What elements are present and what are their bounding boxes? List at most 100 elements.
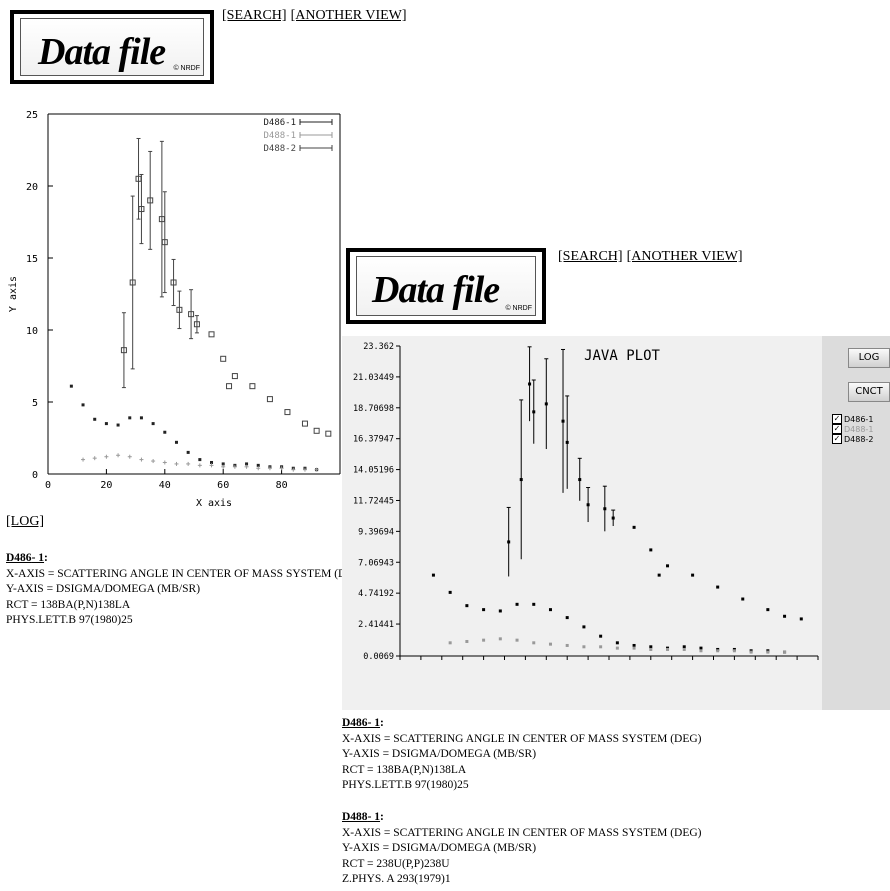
data-point [313,427,320,434]
data-point [565,440,569,444]
data-point [749,650,753,654]
data-point [548,642,552,646]
x-tick-label: 40 [159,480,171,491]
data-point [666,564,670,568]
data-point [221,462,225,466]
data-point [231,373,238,380]
dataset-colon: : [44,552,48,564]
data-point [565,643,569,647]
data-point [465,604,469,608]
data-point [325,430,332,437]
another-view-link-2[interactable]: [ANOTHER VIEW] [626,249,743,264]
dataset-suffix[interactable]: - 1 [367,811,381,823]
data-point [561,419,565,423]
data-point [198,458,202,462]
data-point [176,306,183,313]
data-point [431,573,435,577]
another-view-link[interactable]: [ANOTHER VIEW] [290,8,407,23]
data-point [599,634,603,638]
data-point [649,548,653,552]
legend-label: D488-2 [263,144,296,154]
data-point [507,540,511,544]
series-toggle-d486-1[interactable]: ✓ D486-1 [832,414,873,424]
x-tick-label: 0 [45,480,51,491]
data-point [649,647,653,651]
log-button[interactable]: LOG [848,348,890,368]
dataset-suffix[interactable]: - 1 [31,552,45,564]
data-point [544,402,548,406]
search-link[interactable]: [SEARCH] [222,8,287,23]
x-axis-desc: X-AXIS = SCATTERING ANGLE IN CENTER OF M… [342,732,702,745]
data-point [482,638,486,642]
logo-frame-2 [356,256,536,316]
logo-word: Data file [38,31,166,73]
plot2-dataset-info-1: D486- 1: X-AXIS = SCATTERING ANGLE IN CE… [342,716,890,794]
data-point [699,649,703,653]
data-point [498,637,502,641]
series-toggle-d488-1[interactable]: ✓ D488-1 [832,424,873,434]
series-toggle-d488-2[interactable]: ✓ D488-2 [832,434,873,444]
data-point [208,331,215,338]
data-point [615,646,619,650]
data-point [666,647,670,651]
series-label: D486-1 [844,414,874,424]
data-point [120,347,127,354]
nav-links: [SEARCH] [ANOTHER VIEW] [222,8,411,24]
data-point [186,450,190,454]
data-point [682,647,686,651]
x-axis-desc: X-AXIS = SCATTERING ANGLE IN CENTER OF M… [342,826,702,839]
data-point [783,614,787,618]
y-tick-label: 2.41441 [358,620,394,630]
data-point [249,383,256,390]
series-label: D488-2 [844,434,874,444]
data-point [448,641,452,645]
connect-button[interactable]: CNCT [848,382,890,402]
data-point [301,420,308,427]
dataset-link[interactable]: D488 [342,811,368,823]
data-point [81,403,85,407]
search-link-2[interactable]: [SEARCH] [558,249,623,264]
y-axis-desc: Y-AXIS = DSIGMA/DOMEGA (MB/SR) [6,583,201,595]
logo-mark: © NRDF [173,65,200,72]
dataset-link[interactable]: D486 [342,717,368,729]
reference-desc: PHYS.LETT.B 97(1980)25 [342,779,469,791]
data-point [586,503,590,507]
checkbox-check-icon[interactable]: ✓ [832,414,842,424]
data-point [657,573,661,577]
y-tick-label: 18.70698 [353,404,394,414]
data-point [582,645,586,649]
data-point [732,649,736,653]
data-point [691,573,695,577]
y-tick-label: 20 [26,182,38,193]
data-point [649,645,653,649]
y-tick-label: 10 [26,326,38,337]
data-point [138,206,145,213]
legend-label: D488-1 [263,131,296,141]
data-point [161,239,168,246]
series-toggle-legend: ✓ D486-1 ✓ D488-1 ✓ D488-2 [832,414,873,444]
data-point [482,608,486,612]
data-point [766,650,770,654]
y-tick-label: 0 [32,470,38,481]
plot1-dataset-info: D486- 1: X-AXIS = SCATTERING ANGLE IN CE… [6,551,342,629]
plot2-chart: JAVA PLOT 23.362 21.03449 18.70698 16.37947 1… [353,342,819,662]
checkbox-check-icon[interactable]: ✓ [832,424,842,434]
data-point [139,416,143,420]
nav-links-2: [SEARCH] [ANOTHER VIEW] [558,249,747,265]
data-point [582,625,586,629]
y-tick-label: 5 [32,398,38,409]
dataset-suffix[interactable]: - 1 [367,717,381,729]
reaction-desc: RCT = 138BA(P,N)138LA [342,763,467,776]
data-point [129,279,136,286]
logo-word-2: Data file [372,269,500,311]
data-point [615,641,619,645]
checkbox-check-icon[interactable]: ✓ [832,434,842,444]
data-point [163,430,167,434]
dataset-link[interactable]: D486 [6,552,32,564]
x-tick-label: 20 [100,480,112,491]
data-point [128,416,132,420]
plot2-dataset-info-2: D488- 1: X-AXIS = SCATTERING ANGLE IN CE… [342,810,890,888]
logo-mark-2: © NRDF [505,305,532,312]
data-point [104,422,108,426]
log-link[interactable]: [LOG] [6,514,45,529]
